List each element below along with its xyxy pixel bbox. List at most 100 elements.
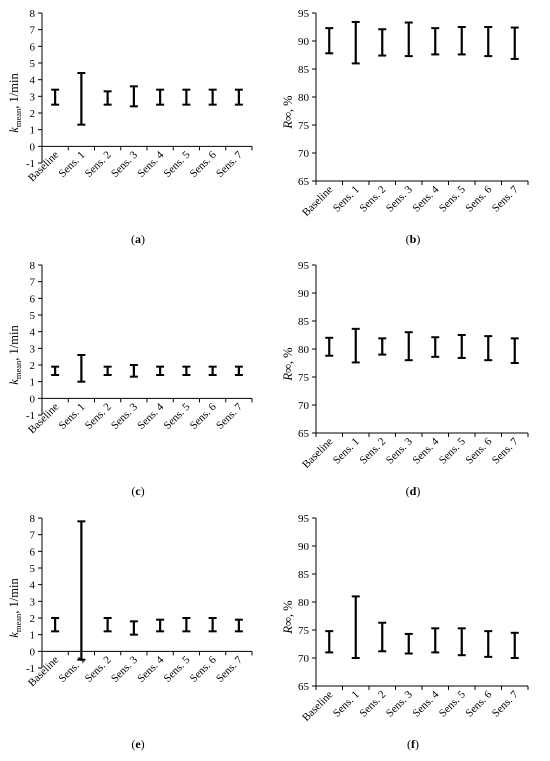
panel-label-letter: d <box>410 484 417 498</box>
panel-label-open: ( <box>131 737 135 751</box>
y-tick-label: -1 <box>26 158 35 170</box>
error-bar <box>182 88 191 106</box>
y-tick-label: 6 <box>30 41 36 53</box>
y-tick-label: 7 <box>30 530 36 542</box>
error-bar <box>77 72 86 126</box>
error-bar <box>378 337 387 356</box>
y-tick-label: 5 <box>30 310 36 322</box>
error-bar <box>77 520 86 661</box>
error-bar <box>510 631 519 659</box>
panel-label-letter: e <box>135 737 141 751</box>
y-tick-label: 65 <box>298 176 310 188</box>
y-axis-title-unit: , 1/min <box>7 73 21 109</box>
error-bar <box>325 27 334 55</box>
error-bar <box>378 621 387 653</box>
y-tick-label: 1 <box>30 125 36 137</box>
error-bar <box>156 365 165 376</box>
error-bar <box>103 617 112 633</box>
error-bar <box>351 595 360 659</box>
y-axis-title: kmean, 1/min <box>7 325 23 385</box>
error-bar <box>404 632 413 655</box>
error-bar <box>77 354 86 383</box>
y-axis-title: R∞, % <box>281 95 295 129</box>
y-tick-label: 5 <box>30 58 36 70</box>
error-bar <box>484 335 493 362</box>
y-axis-title-unit: , % <box>281 95 295 112</box>
y-axis-title-unit: , 1/min <box>7 325 21 361</box>
error-bar <box>51 88 60 106</box>
error-bar <box>182 365 191 376</box>
y-tick-label: 5 <box>30 563 36 575</box>
y-tick-label: 7 <box>30 277 36 289</box>
error-bar <box>484 630 493 658</box>
panel-label-open: ( <box>407 737 411 751</box>
y-tick-label: 6 <box>30 546 36 558</box>
error-bar <box>51 617 60 633</box>
y-tick-label: 1 <box>30 377 36 389</box>
y-tick-label: 85 <box>298 569 310 581</box>
y-axis-title-subscript: mean <box>13 360 23 379</box>
error-bar <box>351 20 360 65</box>
y-tick-label: 95 <box>298 8 310 20</box>
error-bar <box>129 620 138 636</box>
y-tick-label: 70 <box>298 653 310 665</box>
y-tick-label: 90 <box>298 288 310 300</box>
y-axis-title-symbol: k <box>7 379 21 385</box>
y-tick-label: 75 <box>298 625 310 637</box>
y-tick-label: 1 <box>30 630 36 642</box>
y-tick-label: 80 <box>298 597 310 609</box>
error-bar <box>156 618 165 633</box>
y-tick-label: -1 <box>26 410 35 422</box>
y-tick-label: 0 <box>30 393 36 405</box>
panel-label-open: ( <box>406 484 410 498</box>
y-axis-title: kmean, 1/min <box>7 73 23 133</box>
error-bar <box>234 365 243 376</box>
y-tick-label: 95 <box>298 513 310 525</box>
panel-label-letter: f <box>411 737 416 751</box>
y-tick-label: 7 <box>30 25 36 37</box>
panel-label-letter: a <box>135 232 141 246</box>
y-tick-label: 90 <box>298 36 310 48</box>
panel-label-close: ) <box>415 737 419 751</box>
error-bar <box>431 27 440 56</box>
y-axis-title-subscript: mean <box>13 108 23 127</box>
y-axis-title: R∞, % <box>281 347 295 381</box>
panel-label: (c) <box>131 484 144 498</box>
y-tick-label: 8 <box>30 513 36 525</box>
panel-label-letter: b <box>410 232 417 246</box>
y-tick-label: 0 <box>30 141 36 153</box>
y-axis-title-symbol: R∞ <box>281 112 295 130</box>
y-tick-label: -1 <box>26 663 35 675</box>
error-bar <box>103 365 112 376</box>
error-bar <box>457 334 466 359</box>
y-axis-title-subscript: mean <box>13 613 23 632</box>
error-bar <box>129 364 138 378</box>
error-bar <box>457 26 466 56</box>
error-bar <box>51 365 60 376</box>
panel-label-open: ( <box>131 232 135 246</box>
error-bar <box>103 90 112 106</box>
panel-label-open: ( <box>131 484 135 498</box>
y-tick-label: 0 <box>30 646 36 658</box>
y-tick-label: 2 <box>30 613 36 625</box>
y-tick-label: 65 <box>298 428 310 440</box>
error-bar <box>378 28 387 57</box>
error-bar <box>325 336 334 357</box>
panel-label: (e) <box>131 737 144 751</box>
error-bar <box>431 336 440 358</box>
error-bar <box>484 26 493 58</box>
error-bar <box>404 21 413 58</box>
y-tick-label: 85 <box>298 316 310 328</box>
error-bar <box>457 627 466 657</box>
y-tick-label: 70 <box>298 400 310 412</box>
y-tick-label: 8 <box>30 260 36 272</box>
error-bar <box>208 88 217 106</box>
error-bar <box>234 88 243 106</box>
error-bar <box>129 85 138 108</box>
y-axis-title-unit: , % <box>281 600 295 617</box>
error-bar <box>234 618 243 633</box>
error-bar <box>510 26 519 60</box>
y-tick-label: 4 <box>30 327 36 339</box>
